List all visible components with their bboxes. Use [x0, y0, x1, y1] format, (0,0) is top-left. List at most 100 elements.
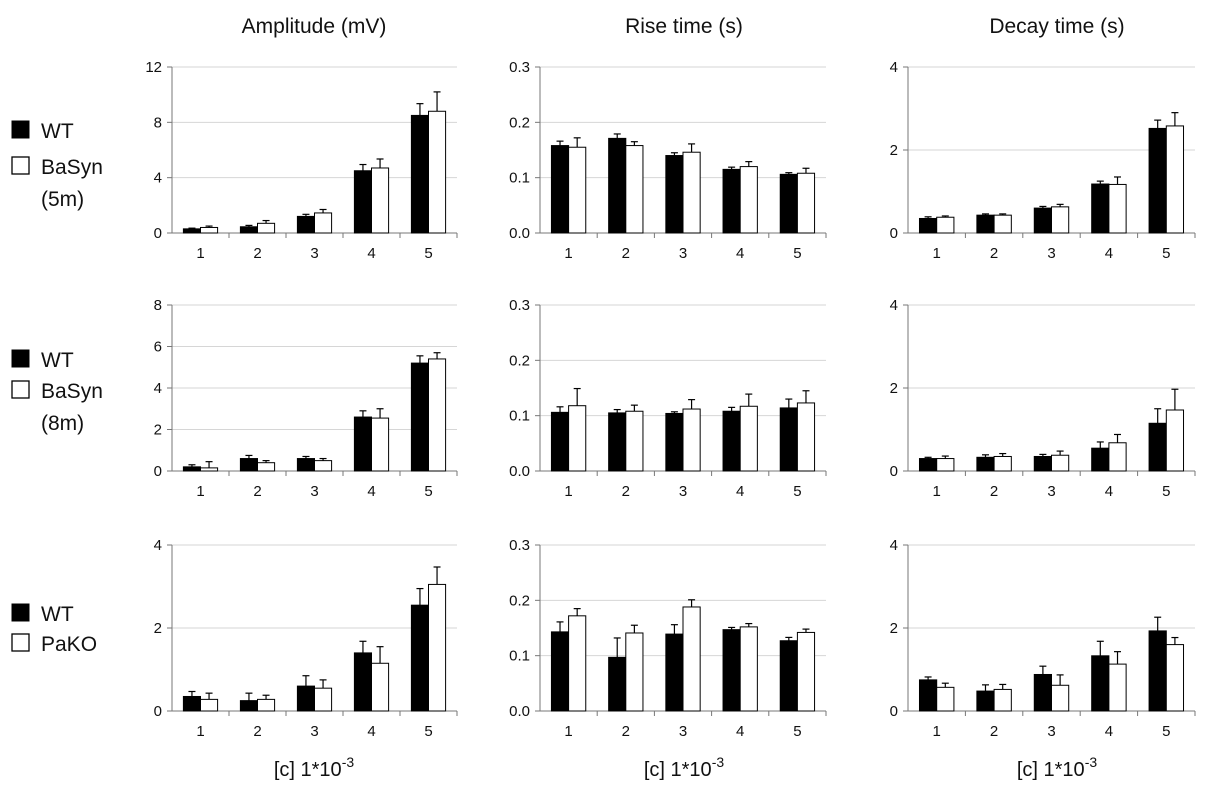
x-axis-label-base: [c] 1*10: [644, 759, 712, 781]
bar-comparison: [1165, 409, 1185, 472]
legends: WT BaSyn (5m) WT BaSyn (8m) WT PaKO: [11, 120, 103, 656]
y-tick-label: 0.3: [509, 59, 530, 76]
y-tick-label: 4: [154, 537, 162, 554]
legend-swatch-wt: [11, 603, 30, 622]
bar-comparison: [568, 615, 587, 712]
bar-wt: [1091, 447, 1110, 472]
bar-comparison: [682, 408, 701, 472]
bar-wt: [296, 685, 315, 712]
bar-wt: [296, 215, 315, 234]
y-tick-label: 0: [154, 703, 162, 720]
bar-wt: [608, 656, 627, 712]
x-tick-label: 4: [1105, 723, 1113, 740]
bar-wt: [1148, 127, 1167, 234]
y-tick-label: 0.0: [509, 463, 530, 480]
x-tick-label: 4: [1105, 245, 1113, 262]
bar-wt: [779, 640, 798, 712]
bar-chart-panel-3: 0 2 4 1 2 3 4 5: [890, 59, 1196, 262]
x-tick-label: 1: [933, 483, 941, 500]
legend-row-1: WT BaSyn (5m): [11, 120, 103, 211]
x-axis-label-col2: [c] 1*10-3: [644, 754, 724, 781]
bar-wt: [665, 412, 684, 472]
x-tick-label: 2: [253, 483, 261, 500]
y-tick-label: 0.1: [509, 648, 530, 665]
legend-label-other-sub: (5m): [41, 188, 84, 211]
legend-label-wt: WT: [41, 349, 74, 372]
x-tick-label: 1: [564, 723, 572, 740]
x-tick-label: 2: [622, 723, 630, 740]
legend-swatch-wt: [11, 120, 30, 139]
bar-wt: [1148, 422, 1167, 472]
bar-comparison: [993, 455, 1012, 472]
y-tick-label: 4: [154, 380, 162, 397]
y-tick-label: 0.2: [509, 352, 530, 369]
bar-comparison: [1051, 206, 1070, 234]
bar-comparison: [371, 167, 390, 234]
bar-comparison: [1108, 183, 1127, 234]
y-tick-label: 2: [154, 422, 162, 439]
bar-comparison: [428, 583, 447, 712]
bar-wt: [1033, 207, 1053, 234]
bar-wt: [665, 155, 684, 234]
bar-comparison: [1165, 644, 1185, 712]
y-tick-label: 12: [145, 59, 162, 76]
legend-label-other-sub: (8m): [41, 412, 84, 435]
column-titles: Amplitude (mV) Rise time (s) Decay time …: [242, 15, 1125, 38]
bar-chart-panel-4: 0 2 4 6 8 1 2 3 4 5: [154, 297, 458, 500]
bar-wt: [608, 137, 627, 234]
y-tick-label: 0.1: [509, 170, 530, 187]
x-tick-label: 4: [367, 245, 375, 262]
bar-wt: [1033, 455, 1053, 472]
legend-swatch-other: [11, 156, 30, 175]
x-tick-label: 2: [253, 245, 261, 262]
y-tick-label: 6: [154, 339, 162, 356]
bar-wt: [296, 458, 315, 472]
x-axis-label-exponent: -3: [342, 754, 355, 770]
x-tick-label: 4: [1105, 483, 1113, 500]
x-tick-label: 4: [736, 245, 744, 262]
bar-wt: [353, 170, 372, 234]
bar-comparison: [1051, 454, 1070, 472]
bar-comparison: [257, 222, 276, 234]
legend-swatch-other: [11, 380, 30, 399]
bar-comparison: [993, 214, 1012, 234]
x-axis-label-exponent: -3: [1085, 754, 1098, 770]
y-tick-label: 0.1: [509, 408, 530, 425]
x-tick-label: 2: [622, 483, 630, 500]
y-tick-label: 4: [890, 59, 898, 76]
bar-wt: [722, 168, 741, 234]
legend-row-2: WT BaSyn (8m): [11, 349, 103, 435]
x-tick-label: 3: [679, 723, 687, 740]
legend-label-other: BaSyn: [41, 380, 103, 403]
bar-wt: [722, 629, 741, 712]
x-tick-label: 1: [196, 245, 204, 262]
bar-wt: [918, 217, 938, 234]
y-tick-label: 0: [890, 225, 898, 242]
bar-comparison: [371, 662, 390, 712]
x-axis-labels: [c] 1*10-3 [c] 1*10-3 [c] 1*10-3: [274, 754, 1097, 781]
legend-swatch-wt: [11, 349, 30, 368]
bar-comparison: [200, 226, 219, 234]
bar-comparison: [1165, 125, 1185, 234]
y-tick-label: 0.0: [509, 703, 530, 720]
legend-label-other: BaSyn: [41, 156, 103, 179]
y-tick-label: 8: [154, 297, 162, 314]
bar-comparison: [200, 698, 219, 712]
x-axis-label-base: [c] 1*10: [1017, 759, 1085, 781]
bar-wt: [182, 466, 201, 472]
y-tick-label: 0: [890, 463, 898, 480]
legend-label-other: PaKO: [41, 633, 97, 656]
y-tick-label: 4: [890, 537, 898, 554]
bar-comparison: [796, 631, 816, 712]
y-tick-label: 0.3: [509, 297, 530, 314]
x-tick-label: 5: [793, 245, 801, 262]
x-tick-label: 4: [367, 723, 375, 740]
x-tick-label: 3: [1047, 245, 1055, 262]
bar-wt: [550, 145, 570, 234]
x-tick-label: 5: [1162, 245, 1170, 262]
bar-comparison: [428, 358, 447, 472]
bar-comparison: [936, 458, 955, 472]
x-tick-label: 2: [990, 245, 998, 262]
bar-comparison: [739, 166, 758, 234]
